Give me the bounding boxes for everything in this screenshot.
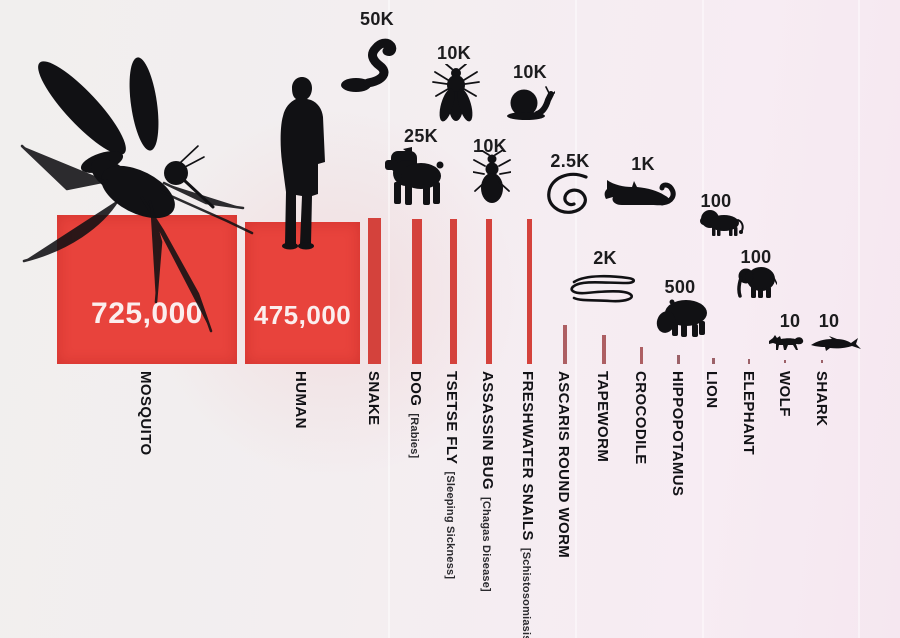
category-sublabel: [Schistosomiasis] [520, 547, 532, 638]
bar-dog [412, 219, 422, 364]
label-crocodile: CROCODILE [631, 371, 649, 465]
category-name: ELEPHANT [740, 371, 757, 456]
category-name: LION [703, 371, 720, 409]
category-name: CROCODILE [632, 371, 649, 465]
tapeworm-icon [570, 274, 636, 303]
value-elephant: 100 [740, 247, 772, 267]
category-sublabel: [Rabies] [408, 413, 420, 459]
bar-wolf [784, 360, 786, 363]
value-snake: 50K [360, 9, 394, 29]
category-name: HUMAN [292, 371, 309, 429]
label-mosquito: MOSQUITO [136, 371, 154, 456]
value-shark: 10 [818, 311, 840, 331]
value-wolf: 10 [779, 311, 801, 331]
assassin-bug-icon [473, 150, 511, 203]
category-name: ASSASSIN BUG [479, 371, 496, 490]
category-name: TSETSE FLY [443, 371, 460, 465]
bar-hippopotamus [677, 355, 680, 364]
hippopotamus-icon [656, 299, 707, 337]
ascaris-round-worm-icon [547, 172, 588, 214]
label-lion: LION [702, 371, 720, 408]
value-crocodile: 1K [631, 154, 655, 174]
value-hippopotamus: 500 [664, 277, 696, 297]
category-name: FRESHWATER SNAILS [519, 371, 536, 541]
value-tapeworm: 2K [593, 248, 617, 268]
label-tsetse-fly: TSETSE FLY [Sleeping Sickness] [442, 371, 460, 579]
bar-human: 475,000 [245, 222, 360, 364]
elephant-icon [737, 267, 777, 298]
value-lion: 100 [700, 191, 732, 211]
bar-freshwater-snails [527, 219, 532, 364]
category-name: DOG [407, 371, 424, 407]
category-name: ASCARIS ROUND WORM [555, 371, 572, 559]
category-sublabel: [Sleeping Sickness] [444, 471, 456, 580]
value-human: 475,000 [253, 300, 352, 330]
value-ascaris-round-worm: 2.5K [550, 151, 590, 171]
bar-mosquito: 725,000 [57, 215, 237, 364]
background-streak [388, 0, 390, 638]
category-name: SNAKE [365, 371, 382, 426]
tsetse-fly-icon [432, 64, 480, 122]
human-icon [280, 77, 325, 250]
snake-icon [341, 38, 397, 92]
bar-assassin-bug [486, 219, 492, 364]
bar-lion [712, 358, 715, 364]
label-snake: SNAKE [364, 371, 382, 426]
label-ascaris-round-worm: ASCARIS ROUND WORM [554, 371, 572, 558]
label-shark: SHARK [812, 371, 830, 426]
label-human: HUMAN [291, 371, 309, 429]
bar-snake [368, 218, 381, 364]
category-name: WOLF [776, 371, 793, 417]
mosquito-icon [20, 57, 254, 333]
dog-icon [385, 147, 444, 205]
value-tsetse-fly: 10K [437, 43, 471, 63]
freshwater-snail-icon [507, 86, 555, 120]
label-elephant: ELEPHANT [739, 371, 757, 455]
category-name: TAPEWORM [594, 371, 611, 463]
label-hippopotamus: HIPPOPOTAMUS [668, 371, 686, 496]
label-freshwater-snails: FRESHWATER SNAILS [Schistosomiasis] [518, 371, 536, 638]
background-streak [575, 0, 577, 638]
bar-ascaris-round-worm [563, 325, 567, 364]
label-dog: DOG [Rabies] [406, 371, 424, 458]
bar-elephant [748, 359, 750, 364]
bar-crocodile [640, 347, 643, 364]
value-freshwater-snails: 10K [513, 62, 547, 82]
label-tapeworm: TAPEWORM [593, 371, 611, 462]
shark-icon [811, 336, 861, 351]
category-name: MOSQUITO [137, 371, 154, 456]
bar-shark [821, 360, 823, 363]
crocodile-icon [604, 180, 676, 206]
value-mosquito: 725,000 [91, 297, 203, 330]
value-dog: 25K [404, 126, 438, 146]
bar-tapeworm [602, 335, 606, 364]
label-wolf: WOLF [775, 371, 793, 417]
category-name: SHARK [813, 371, 830, 427]
category-name: HIPPOPOTAMUS [669, 371, 686, 497]
label-assassin-bug: ASSASSIN BUG [Chagas Disease] [478, 371, 496, 592]
lion-icon [700, 210, 744, 236]
wolf-icon [769, 335, 804, 350]
bar-tsetse-fly [450, 219, 457, 364]
background-streak [858, 0, 860, 638]
category-sublabel: [Chagas Disease] [480, 497, 492, 592]
